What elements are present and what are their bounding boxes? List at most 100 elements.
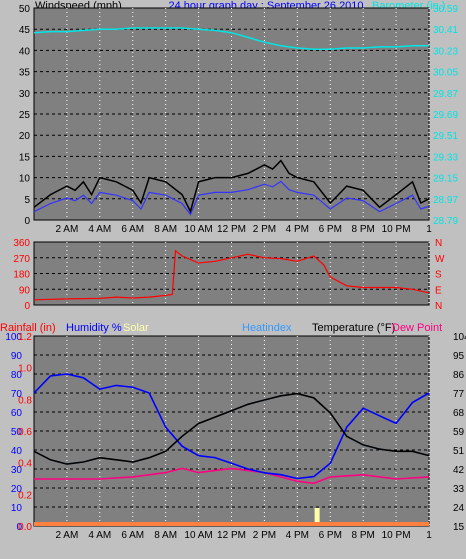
temperature-xtick-7: 4 PM bbox=[286, 530, 309, 541]
wind-xtick-7: 4 PM bbox=[286, 224, 309, 235]
barometer-ytick-6: 29.87 bbox=[433, 89, 458, 100]
barometer-ytick-3: 29.33 bbox=[433, 152, 458, 163]
wind-average-line bbox=[33, 180, 430, 216]
humidity-ytick-8: 80 bbox=[11, 370, 23, 381]
temperature-xtick-11: 1 bbox=[426, 530, 432, 541]
temperature-xtick-9: 8 PM bbox=[351, 530, 374, 541]
wind-xtick-10: 10 PM bbox=[382, 224, 411, 235]
rain-ytick-0: 0.0 bbox=[18, 522, 32, 533]
legend-label-4: Temperature (°F) bbox=[312, 322, 395, 334]
humidity-ytick-4: 40 bbox=[11, 446, 23, 457]
temperature-ytick-9: 95 bbox=[453, 351, 465, 362]
humidity-ytick-1: 10 bbox=[11, 503, 23, 514]
wind-xtick-6: 2 PM bbox=[253, 224, 276, 235]
humidity-ytick-5: 50 bbox=[11, 427, 23, 438]
wind-xtick-1: 4 AM bbox=[88, 224, 111, 235]
dew-point-line bbox=[34, 467, 430, 485]
temperature-xtick-10: 10 PM bbox=[382, 530, 411, 541]
wind-ytick-0: 0 bbox=[24, 216, 30, 227]
direction-ytick-4: 360 bbox=[13, 238, 30, 249]
humidity-ytick-9: 90 bbox=[11, 351, 23, 362]
wind-xtick-0: 2 AM bbox=[56, 224, 79, 235]
barometer-ytick-2: 29.15 bbox=[433, 174, 458, 185]
legend-label-3: Heatindex bbox=[242, 322, 292, 334]
barometer-ytick-7: 30.05 bbox=[433, 68, 458, 79]
barometer-ytick-5: 29.69 bbox=[433, 110, 458, 121]
rain-ytick-5: 1.0 bbox=[18, 364, 32, 375]
temperature-xtick-4: 10 AM bbox=[184, 530, 212, 541]
humidity-ytick-0: 0 bbox=[16, 522, 22, 533]
temperature-ytick-7: 77 bbox=[453, 389, 465, 400]
barometer-ytick-1: 28.97 bbox=[433, 195, 458, 206]
humidity-ytick-3: 30 bbox=[11, 465, 23, 476]
temperature-ytick-3: 42 bbox=[453, 465, 465, 476]
temperature-ytick-1: 24 bbox=[453, 503, 465, 514]
windspeed-line bbox=[33, 159, 430, 214]
wind-ytick-4: 20 bbox=[19, 131, 31, 142]
rain-ytick-1: 0.2 bbox=[18, 490, 32, 501]
temperature-ytick-10: 104 bbox=[453, 332, 466, 343]
barometer-ytick-10: 30.59 bbox=[433, 4, 458, 15]
wind-ytick-3: 15 bbox=[19, 152, 31, 163]
wind-ytick-2: 10 bbox=[19, 174, 31, 185]
temperature-ytick-4: 51 bbox=[453, 446, 465, 457]
wind-xtick-4: 10 AM bbox=[184, 224, 212, 235]
temperature-ytick-5: 59 bbox=[453, 427, 465, 438]
humidity-line bbox=[33, 373, 430, 480]
wind-ytick-8: 40 bbox=[19, 46, 31, 57]
wind-xtick-3: 8 AM bbox=[154, 224, 177, 235]
barometer-ytick-4: 29.51 bbox=[433, 131, 458, 142]
direction-ytick-1: 90 bbox=[19, 285, 31, 296]
direction-compass-3: W bbox=[435, 254, 445, 265]
wind-ytick-7: 35 bbox=[19, 68, 31, 79]
wind-ytick-6: 30 bbox=[19, 89, 31, 100]
rain-ytick-2: 0.4 bbox=[18, 459, 32, 470]
direction-ytick-2: 180 bbox=[13, 270, 30, 281]
temperature-ytick-0: 15 bbox=[453, 522, 465, 533]
direction-panel bbox=[33, 241, 430, 306]
barometer-ytick-8: 30.23 bbox=[433, 46, 458, 57]
wind-ytick-1: 5 bbox=[24, 195, 30, 206]
wind-ytick-5: 25 bbox=[19, 110, 31, 121]
humidity-ytick-6: 60 bbox=[11, 408, 23, 419]
rain-ytick-4: 0.8 bbox=[18, 395, 32, 406]
direction-compass-2: S bbox=[435, 270, 442, 281]
barometer-ytick-0: 28.79 bbox=[433, 216, 458, 227]
direction-compass-1: E bbox=[435, 285, 442, 296]
direction-compass-0: N bbox=[435, 301, 442, 312]
humidity-ytick-2: 20 bbox=[11, 484, 23, 495]
direction-ytick-0: 0 bbox=[24, 301, 30, 312]
direction-ytick-3: 270 bbox=[13, 254, 30, 265]
wind-xtick-11: 1 bbox=[426, 224, 432, 235]
temperature-xtick-2: 6 AM bbox=[121, 530, 144, 541]
rain-ytick-3: 0.6 bbox=[18, 427, 32, 438]
temperature-xtick-0: 2 AM bbox=[56, 530, 79, 541]
legend-label-5: Dew Point bbox=[392, 322, 442, 334]
wind-direction-line bbox=[33, 249, 430, 301]
wind-xtick-9: 8 PM bbox=[351, 224, 374, 235]
wind-ytick-10: 50 bbox=[19, 4, 31, 15]
temperature-ytick-2: 33 bbox=[453, 484, 465, 495]
legend-label-2: Solar bbox=[123, 322, 149, 334]
humidity-ytick-7: 70 bbox=[11, 389, 23, 400]
direction-compass-4: N bbox=[435, 238, 442, 249]
temperature-panel bbox=[33, 335, 430, 527]
temperature-xtick-6: 2 PM bbox=[253, 530, 276, 541]
rainfall-bar bbox=[34, 522, 429, 526]
temperature-line bbox=[33, 392, 430, 465]
wind-xtick-8: 6 PM bbox=[319, 224, 342, 235]
temperature-xtick-3: 8 AM bbox=[154, 530, 177, 541]
temperature-xtick-8: 6 PM bbox=[319, 530, 342, 541]
solar-spike bbox=[314, 508, 320, 522]
temperature-xtick-5: 12 PM bbox=[217, 530, 246, 541]
legend-label-0: Rainfall (in) bbox=[0, 322, 56, 334]
legend-label-1: Humidity % bbox=[66, 322, 122, 334]
wind-xtick-5: 12 PM bbox=[217, 224, 246, 235]
temperature-ytick-8: 86 bbox=[453, 370, 465, 381]
humidity-ytick-10: 100 bbox=[5, 332, 22, 343]
barometer-ytick-9: 30.41 bbox=[433, 25, 458, 36]
rain-ytick-6: 1.2 bbox=[18, 332, 32, 343]
temperature-ytick-6: 68 bbox=[453, 408, 465, 419]
